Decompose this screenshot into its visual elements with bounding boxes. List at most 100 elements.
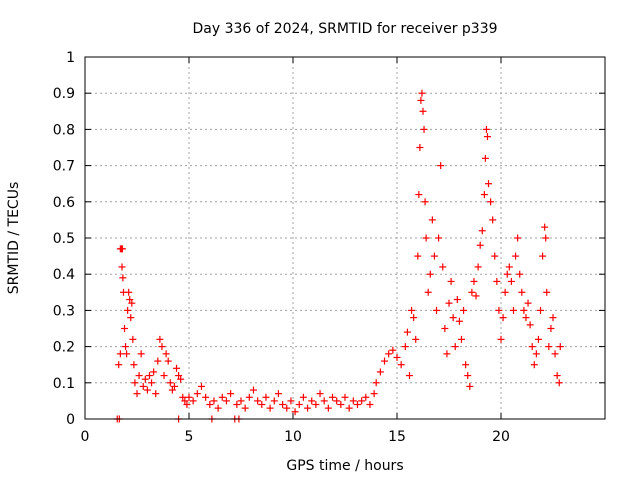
data-point <box>462 361 470 369</box>
data-point <box>555 379 563 387</box>
data-point <box>133 390 141 398</box>
data-point <box>304 404 312 412</box>
data-point <box>291 408 299 416</box>
data-point <box>127 314 135 322</box>
data-point <box>476 241 484 249</box>
data-point <box>177 375 185 383</box>
data-point <box>534 335 542 343</box>
data-point <box>254 397 262 405</box>
data-point <box>549 314 557 322</box>
data-point <box>466 382 474 390</box>
data-point <box>206 401 214 409</box>
data-point <box>542 234 550 242</box>
x-axis-label: GPS time / hours <box>286 458 403 474</box>
data-point <box>493 277 501 285</box>
plot-frame <box>84 56 606 420</box>
data-point <box>447 277 455 285</box>
data-point <box>507 277 515 285</box>
data-point <box>487 198 495 206</box>
data-point <box>181 397 189 405</box>
data-point <box>173 364 181 372</box>
data-point <box>437 162 445 170</box>
data-point <box>453 296 461 304</box>
data-point <box>547 325 555 332</box>
data-point <box>222 397 230 405</box>
data-point <box>333 397 341 405</box>
data-point <box>193 390 201 398</box>
y-tick-label: 0.3 <box>53 303 75 319</box>
data-point <box>258 401 266 409</box>
data-point <box>202 393 210 401</box>
data-point <box>553 372 561 380</box>
data-point <box>122 343 130 351</box>
data-point <box>283 404 291 412</box>
data-point <box>537 306 545 314</box>
data-point <box>366 401 374 409</box>
data-point <box>428 216 436 224</box>
data-point <box>320 397 328 405</box>
data-point <box>415 191 423 199</box>
data-point <box>419 107 427 115</box>
y-tick-label: 0.6 <box>53 195 75 211</box>
data-point <box>262 393 270 401</box>
data-point <box>514 234 522 242</box>
y-tick-label: 0.1 <box>53 376 75 392</box>
data-point <box>353 401 361 409</box>
data-point <box>460 306 468 314</box>
data-point <box>518 288 526 296</box>
data-point <box>403 328 411 336</box>
data-point <box>545 343 553 351</box>
data-point <box>416 144 424 151</box>
data-point <box>130 361 138 369</box>
data-point <box>485 180 493 188</box>
data-point <box>324 404 332 412</box>
data-point <box>287 397 295 405</box>
data-point <box>385 350 393 358</box>
data-point <box>512 252 520 260</box>
data-point <box>408 306 416 314</box>
data-point <box>522 314 530 322</box>
data-point <box>237 397 245 405</box>
data-point <box>345 404 353 412</box>
data-point <box>414 252 422 260</box>
data-point <box>524 299 532 307</box>
data-point <box>401 343 409 351</box>
data-point <box>556 343 564 351</box>
data-point <box>478 227 486 235</box>
data-point <box>125 288 133 296</box>
data-point <box>468 288 476 296</box>
x-tick-label: 0 <box>81 429 90 445</box>
data-point <box>397 361 405 369</box>
data-point <box>435 234 443 242</box>
y-tick-label: 1 <box>66 50 75 66</box>
y-tick-label: 0.5 <box>53 231 75 247</box>
data-point <box>295 401 303 409</box>
data-point <box>145 372 153 380</box>
chart-title: Day 336 of 2024, SRMTID for receiver p33… <box>192 21 497 37</box>
data-point <box>424 288 432 296</box>
data-point <box>539 252 547 260</box>
data-point <box>158 343 166 351</box>
data-point <box>433 306 441 314</box>
data-points <box>113 89 564 423</box>
data-point <box>118 263 126 271</box>
data-point <box>481 154 489 162</box>
data-point <box>156 335 164 343</box>
data-point <box>430 252 438 260</box>
data-point <box>249 386 257 394</box>
data-point <box>376 368 384 376</box>
data-point <box>501 288 509 296</box>
data-point <box>417 96 425 104</box>
data-point <box>489 216 497 224</box>
data-point <box>116 350 124 358</box>
data-point <box>312 401 320 409</box>
data-point <box>126 296 134 304</box>
data-point <box>418 89 426 97</box>
data-point <box>405 372 413 380</box>
data-point <box>441 325 449 332</box>
data-point <box>482 125 490 133</box>
data-point <box>197 382 205 390</box>
data-point <box>349 397 357 405</box>
y-tick-label: 0.2 <box>53 340 75 356</box>
